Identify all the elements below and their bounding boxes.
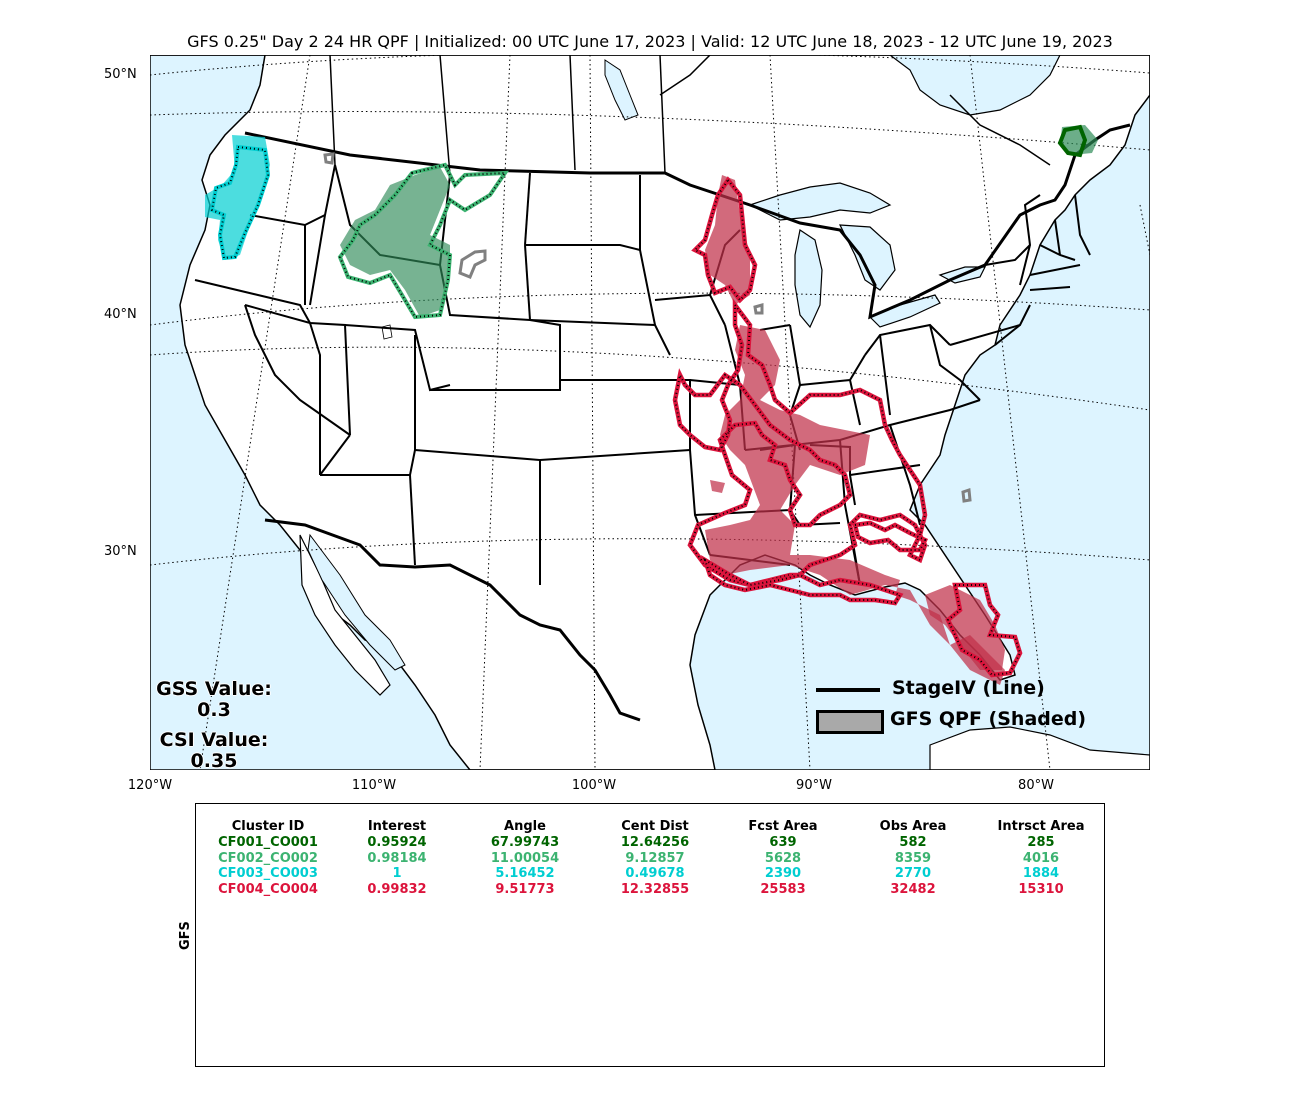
legend-shaded-label: GFS QPF (Shaded) bbox=[890, 708, 1087, 730]
lon-label-90: 90°W bbox=[796, 778, 832, 793]
cluster-cf004 bbox=[672, 175, 1023, 685]
lake-michigan bbox=[794, 229, 823, 329]
gss-block: GSS Value: 0.3 bbox=[150, 679, 278, 721]
table-cell: 0.99832 bbox=[367, 881, 427, 897]
map-title: GFS 0.25" Day 2 24 HR QPF | Initialized:… bbox=[187, 32, 1113, 51]
table-cell: 0.49678 bbox=[625, 866, 685, 881]
legend-line-swatch bbox=[816, 688, 880, 692]
table-cell: 11.00054 bbox=[490, 850, 560, 866]
lon-label-120: 120°W bbox=[127, 778, 173, 793]
csi-block: CSI Value: 0.35 bbox=[150, 730, 278, 772]
us-mexico-border bbox=[264, 518, 641, 722]
model-label: GFS bbox=[178, 921, 193, 950]
table-cell: 5628 bbox=[764, 850, 802, 866]
lat-label-50: 50°N bbox=[104, 67, 137, 82]
lake-superior bbox=[748, 182, 892, 221]
lat-label-30: 30°N bbox=[104, 544, 137, 559]
table-cell: 12.64256 bbox=[620, 835, 690, 850]
gss-label: GSS Value: bbox=[156, 678, 272, 700]
table-cell: CF003_CO003 bbox=[218, 866, 318, 881]
cluster-stats-table: Cluster ID Interest Angle Cent Dist Fcst… bbox=[195, 803, 1105, 1067]
table-cell: 8359 bbox=[894, 850, 932, 866]
gss-value: 0.3 bbox=[197, 699, 231, 721]
table-cell: CF001_CO001 bbox=[218, 835, 318, 850]
table-cell: 285 bbox=[1027, 835, 1055, 850]
legend-line-label: StageIV (Line) bbox=[892, 677, 1045, 699]
lon-label-100: 100°W bbox=[571, 778, 617, 793]
table-cell: 1884 bbox=[1022, 866, 1060, 881]
col-header-cluster-id: Cluster ID bbox=[231, 819, 305, 834]
csi-label: CSI Value: bbox=[159, 729, 269, 751]
table-cell: CF002_CO002 bbox=[218, 850, 318, 866]
table-cell: 0.95924 bbox=[367, 835, 427, 850]
lake-huron bbox=[838, 224, 896, 291]
col-header-fcst-area: Fcst Area bbox=[748, 819, 818, 834]
lon-label-80: 80°W bbox=[1018, 778, 1054, 793]
cluster-cf003 bbox=[205, 135, 271, 261]
precipitation-map bbox=[150, 55, 1150, 770]
legend-shaded-swatch bbox=[816, 710, 884, 734]
province-boundaries bbox=[329, 55, 1051, 176]
table-cell: 67.99743 bbox=[490, 835, 560, 850]
table-cell: 4016 bbox=[1022, 850, 1060, 866]
col-header-obs-area: Obs Area bbox=[879, 819, 947, 834]
table-cell: 2770 bbox=[894, 866, 932, 881]
table-cell: 5.16452 bbox=[495, 866, 555, 881]
table-cell: 9.12857 bbox=[625, 850, 685, 866]
table-cell: 582 bbox=[899, 835, 927, 850]
col-header-angle: Angle bbox=[504, 819, 546, 834]
table-cell: 32482 bbox=[890, 881, 936, 897]
table-cell: 25583 bbox=[760, 881, 806, 897]
table-cell: 1 bbox=[392, 866, 402, 881]
graticule bbox=[150, 55, 1150, 770]
lon-label-110: 110°W bbox=[351, 778, 397, 793]
col-header-interest: Interest bbox=[367, 819, 427, 834]
col-header-cent-dist: Cent Dist bbox=[621, 819, 689, 834]
col-header-intrsct-area: Intrsct Area bbox=[997, 819, 1085, 834]
us-canada-border bbox=[244, 123, 1131, 320]
baja-california bbox=[299, 534, 391, 696]
lat-label-40: 40°N bbox=[104, 307, 137, 322]
gulf-of-california bbox=[307, 533, 406, 671]
table-cell: 2390 bbox=[764, 866, 802, 881]
table-cell: 0.98184 bbox=[367, 850, 427, 866]
cluster-cf001 bbox=[1057, 124, 1098, 158]
unmatched-objects bbox=[323, 152, 972, 503]
table-cell: 9.51773 bbox=[495, 881, 555, 897]
table-cell: CF004_CO004 bbox=[218, 881, 318, 897]
cuba bbox=[929, 726, 1150, 770]
table-cell: 15310 bbox=[1018, 881, 1064, 897]
table-cell: 639 bbox=[769, 835, 797, 850]
table-cell: 12.32855 bbox=[620, 881, 690, 897]
cluster-cf002 bbox=[337, 162, 509, 320]
csi-value: 0.35 bbox=[190, 750, 238, 772]
